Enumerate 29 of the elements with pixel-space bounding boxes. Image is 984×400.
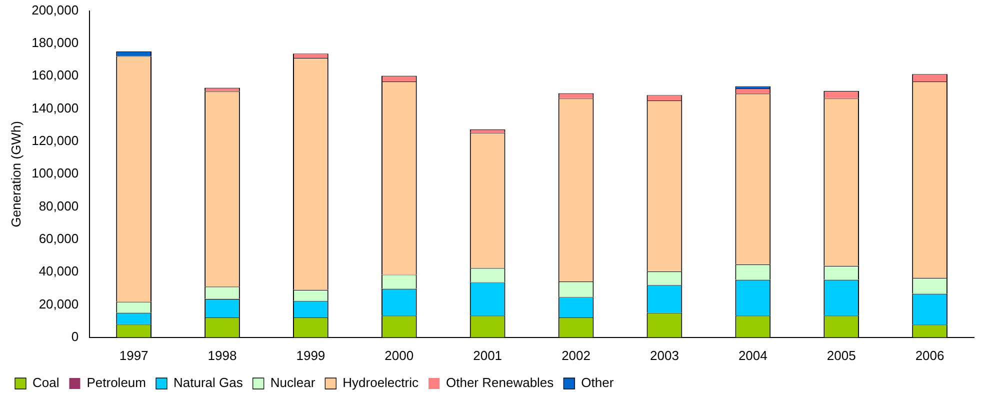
y-tick-label: 160,000 [32, 68, 79, 83]
legend-label: Petroleum [86, 375, 146, 390]
x-tick-label: 2005 [826, 348, 856, 363]
y-tick-label: 40,000 [38, 264, 79, 279]
y-tick-label: 100,000 [32, 166, 79, 181]
legend-label: Nuclear [270, 375, 316, 390]
x-tick-label: 2006 [915, 348, 944, 363]
legend-label: Other [581, 375, 614, 390]
x-tick-label: 2004 [738, 348, 768, 363]
x-tick-label: 2001 [473, 348, 502, 363]
y-tick-label: 60,000 [38, 231, 79, 246]
legend-label: Other Renewables [446, 375, 554, 390]
legend-label: Natural Gas [173, 375, 244, 390]
y-tick-label: 20,000 [38, 296, 79, 312]
y-tick-label: 180,000 [32, 35, 79, 50]
x-tick-label: 2000 [384, 348, 414, 363]
x-tick-label: 2003 [650, 348, 679, 363]
y-tick-label: 120,000 [32, 133, 79, 148]
y-tick-label: 80,000 [38, 198, 79, 214]
x-tick-label: 1997 [119, 348, 148, 363]
x-tick-label: 1999 [296, 348, 326, 363]
x-tick-label: 1998 [208, 348, 237, 363]
y-tick-label: 0 [71, 328, 79, 344]
y-tick-label: 200,000 [32, 2, 79, 18]
y-axis-title: Generation (GWh) [8, 121, 24, 228]
y-tick-label: 140,000 [32, 100, 79, 116]
x-tick-label: 2002 [562, 348, 590, 363]
legend-label: Hydroelectric [342, 375, 419, 390]
legend-label: Coal [32, 375, 60, 390]
